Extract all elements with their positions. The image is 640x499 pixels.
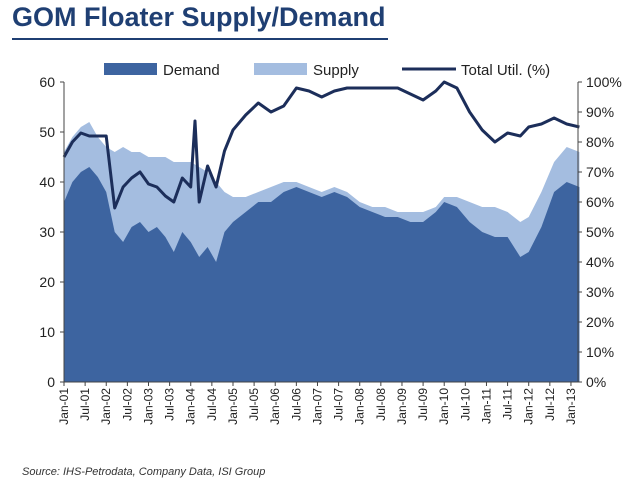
right-tick-label: 80% [586, 134, 614, 150]
plot-area [62, 80, 580, 382]
x-tick-label: Jan-03 [141, 388, 155, 425]
legend-swatch [254, 63, 307, 75]
x-tick-label: Jan-02 [99, 388, 113, 425]
x-tick-label: Jan-01 [57, 388, 71, 425]
left-tick-label: 40 [39, 174, 55, 190]
legend-item: Total Util. (%) [402, 62, 550, 79]
x-tick-label: Jan-08 [353, 388, 367, 425]
left-tick-label: 50 [39, 124, 55, 140]
right-tick-label: 50% [586, 224, 614, 240]
legend-label: Supply [313, 62, 359, 79]
left-tick-label: 20 [39, 274, 55, 290]
right-tick-label: 70% [586, 164, 614, 180]
x-tick-label: Jan-11 [479, 388, 493, 424]
x-tick-label: Jul-04 [205, 388, 219, 421]
right-tick-label: 20% [586, 314, 614, 330]
x-tick-label: Jul-05 [247, 388, 261, 421]
right-tick-label: 90% [586, 104, 614, 120]
legend-swatch [104, 63, 157, 75]
left-tick-label: 60 [39, 74, 55, 90]
x-tick-label: Jul-09 [416, 388, 430, 421]
legend-item: Supply [254, 62, 359, 79]
left-tick-label: 0 [47, 374, 55, 390]
x-tick-label: Jan-05 [226, 388, 240, 425]
x-tick-label: Jan-10 [437, 388, 451, 425]
right-tick-label: 0% [586, 374, 606, 390]
source-note: Source: IHS-Petrodata, Company Data, ISI… [22, 466, 266, 478]
title-underline [12, 38, 388, 40]
x-tick-label: Jul-06 [289, 388, 303, 421]
x-tick-label: Jul-12 [543, 388, 557, 421]
right-tick-label: 10% [586, 344, 614, 360]
x-tick-label: Jul-01 [78, 388, 92, 421]
left-tick-label: 30 [39, 224, 55, 240]
series-utilization-line [62, 80, 580, 210]
x-tick-label: Jul-11 [501, 388, 515, 420]
right-tick-label: 30% [586, 284, 614, 300]
right-tick-label: 60% [586, 194, 614, 210]
legend-item: Demand [104, 62, 220, 79]
chart-title: GOM Floater Supply/Demand [12, 2, 386, 32]
x-tick-label: Jul-07 [332, 388, 346, 421]
axes: 0 10 20 30 40 50 60 0% 10% 20% 30% 40% 50% 60% 70% 80% 9… [39, 74, 621, 425]
x-tick-label: Jul-02 [120, 388, 134, 421]
series-demand-area [64, 167, 580, 382]
x-tick-label: Jul-10 [458, 388, 472, 421]
x-tick-label: Jan-04 [184, 388, 198, 425]
x-tick-label: Jan-13 [564, 388, 578, 425]
legend-label: Total Util. (%) [461, 62, 550, 79]
x-tick-label: Jan-09 [395, 388, 409, 425]
x-tick-label: Jan-07 [310, 388, 324, 425]
x-tick-label: Jul-03 [163, 388, 177, 421]
right-tick-label: 40% [586, 254, 614, 270]
x-tick-label: Jul-08 [374, 388, 388, 421]
left-tick-label: 10 [39, 324, 55, 340]
x-tick-label: Jan-12 [522, 388, 536, 425]
legend: Demand Supply Total Util. (%) [104, 62, 550, 79]
legend-label: Demand [163, 62, 220, 79]
x-tick-label: Jan-06 [268, 388, 282, 425]
right-tick-label: 100% [586, 74, 622, 90]
